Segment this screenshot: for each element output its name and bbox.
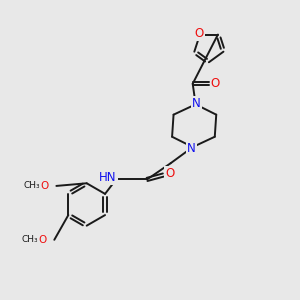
Text: O: O [40, 181, 49, 191]
Text: N: N [187, 142, 196, 155]
Text: O: O [165, 167, 174, 180]
Text: O: O [211, 77, 220, 90]
Text: CH₃: CH₃ [22, 235, 38, 244]
Text: O: O [38, 235, 47, 245]
Text: CH₃: CH₃ [24, 182, 40, 190]
Text: N: N [192, 97, 201, 110]
Text: HN: HN [99, 171, 117, 184]
Text: O: O [195, 27, 204, 40]
